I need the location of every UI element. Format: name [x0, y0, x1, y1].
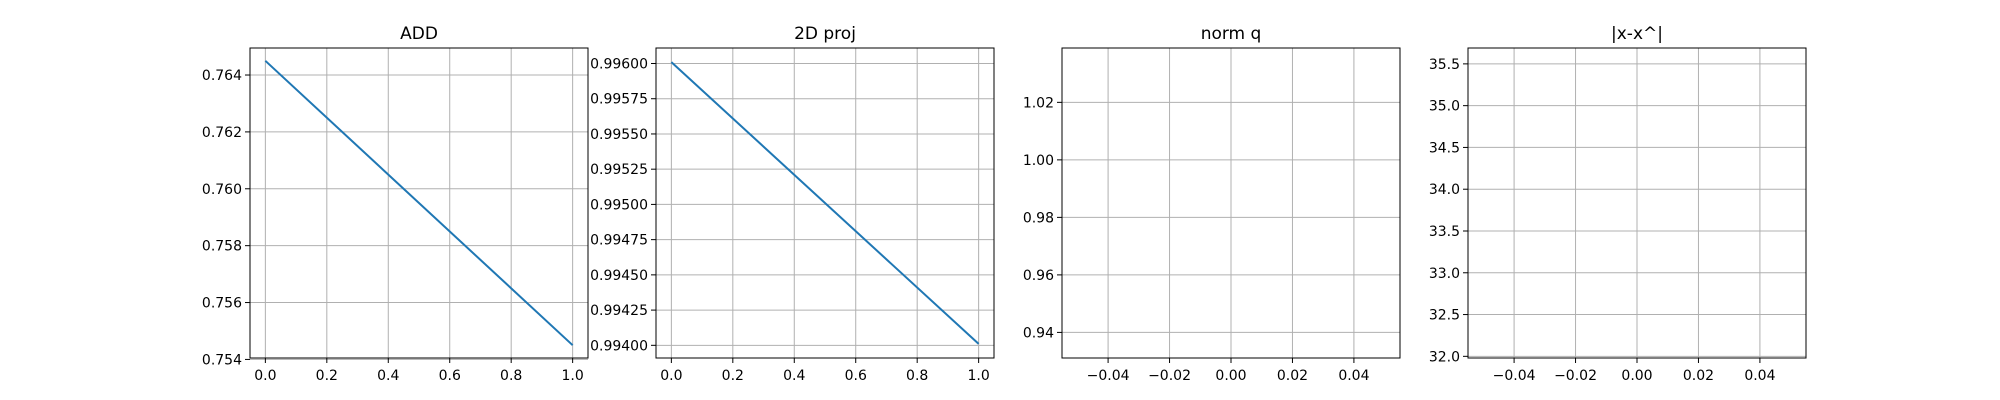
y-tick-label: 0.99450: [590, 268, 648, 284]
x-tick-label: 0.00: [1215, 368, 1246, 384]
x-tick-label: −0.04: [1493, 368, 1536, 384]
x-tick-label: 0.0: [254, 368, 276, 384]
axes-frame: [655, 47, 995, 359]
x-tick-label: −0.04: [1087, 368, 1130, 384]
chart-title: norm q: [1201, 24, 1262, 44]
chart-title: ADD: [400, 24, 438, 44]
y-tick-label: 0.758: [202, 239, 242, 255]
chart-title: |x-x^|: [1611, 24, 1663, 44]
y-tick-label: 0.762: [202, 125, 242, 141]
x-tick-label: 0.8: [906, 368, 928, 384]
y-tick-label: 0.99400: [590, 338, 648, 354]
x-tick-label: 0.04: [1338, 368, 1369, 384]
y-tick-label: 0.760: [202, 182, 242, 198]
x-tick-label: 1.0: [968, 368, 990, 384]
x-tick-label: 0.4: [783, 368, 805, 384]
y-tick-label: 35.5: [1429, 57, 1460, 73]
x-tick-label: 0.0: [660, 368, 682, 384]
x-tick-label: 0.6: [439, 368, 461, 384]
y-tick-label: 34.0: [1429, 182, 1460, 198]
y-tick-label: 0.99525: [590, 162, 648, 178]
series-line: [670, 61, 980, 345]
y-tick-label: 0.99425: [590, 303, 648, 319]
y-tick-label: 32.5: [1429, 308, 1460, 324]
y-tick-label: 0.99600: [590, 57, 648, 73]
y-tick-label: 1.00: [1023, 153, 1054, 169]
x-tick-label: 0.2: [722, 368, 744, 384]
x-tick-label: 0.8: [500, 368, 522, 384]
x-tick-label: 0.6: [845, 368, 867, 384]
y-tick-label: 0.99575: [590, 92, 648, 108]
y-tick-label: 33.5: [1429, 224, 1460, 240]
x-tick-label: −0.02: [1148, 368, 1191, 384]
y-tick-label: 0.99475: [590, 233, 648, 249]
x-tick-label: 0.02: [1277, 368, 1308, 384]
y-tick-label: 0.764: [202, 68, 242, 84]
chart-title: 2D proj: [794, 24, 856, 44]
y-tick-label: 0.99500: [590, 197, 648, 213]
y-tick-label: 35.0: [1429, 99, 1460, 115]
subplot-3: −0.04 −0.02 0.00 0.02 0.04 0.94 0.96 0.98 1.00 1.…: [1023, 24, 1401, 384]
y-tick-label: 0.754: [202, 352, 242, 368]
subplot-4: −0.04 −0.02 0.00 0.02 0.04 32.0 32.5 33.0 33.5 34…: [1429, 24, 1807, 384]
axes-frame: [249, 47, 589, 359]
y-tick-label: 33.0: [1429, 266, 1460, 282]
y-tick-label: 0.96: [1023, 268, 1054, 284]
subplot-1: 0.0 0.2 0.4 0.6 0.8 1.0 0.754 0.756 0.758 0.760 0.…: [202, 24, 589, 384]
x-tick-label: 1.0: [562, 368, 584, 384]
y-tick-label: 32.0: [1429, 349, 1460, 365]
x-tick-label: −0.02: [1554, 368, 1597, 384]
y-tick-label: 1.02: [1023, 95, 1054, 111]
subplot-2: 0.0 0.2 0.4 0.6 0.8 1.0 0.99400 0.99425 0.99450 0…: [590, 24, 995, 384]
y-tick-label: 0.98: [1023, 210, 1054, 226]
series-line: [264, 60, 574, 346]
x-tick-label: 0.02: [1683, 368, 1714, 384]
x-tick-label: 0.2: [316, 368, 338, 384]
x-tick-label: 0.4: [377, 368, 399, 384]
x-tick-label: 0.04: [1744, 368, 1775, 384]
y-tick-label: 0.94: [1023, 325, 1054, 341]
y-tick-label: 0.99550: [590, 127, 648, 143]
y-tick-label: 0.756: [202, 296, 242, 312]
y-tick-label: 34.5: [1429, 140, 1460, 156]
x-tick-label: 0.00: [1621, 368, 1652, 384]
